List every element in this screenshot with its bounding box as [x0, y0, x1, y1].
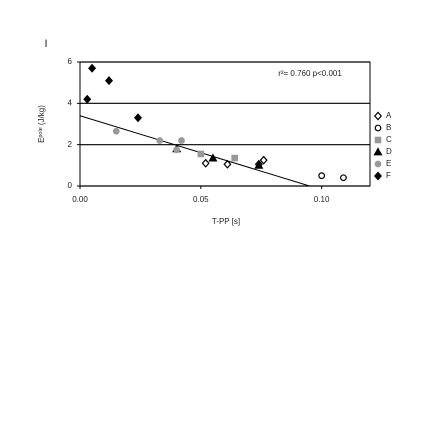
legend-label: A	[386, 111, 392, 120]
point	[173, 146, 181, 154]
point	[104, 76, 114, 86]
legend-marker	[374, 136, 382, 144]
point	[133, 113, 143, 123]
point	[223, 159, 232, 169]
y-tick-label: 4	[68, 98, 73, 107]
point	[254, 160, 264, 169]
legend-label: F	[386, 171, 391, 180]
point	[83, 94, 92, 104]
point	[201, 158, 210, 168]
legend-marker	[373, 171, 383, 181]
y-tick-label: 6	[68, 57, 73, 66]
regression-line	[79, 115, 310, 187]
point	[208, 153, 218, 162]
panel-label: I	[44, 38, 47, 50]
x-tick-label: 0.00	[72, 195, 88, 204]
x-axis-label: T-PP [s]	[212, 217, 240, 226]
legend-label: D	[386, 147, 392, 156]
x-tick-label: 0.10	[314, 195, 330, 204]
point	[259, 155, 268, 165]
plot-frame	[79, 61, 371, 187]
y-tick-label: 0	[68, 181, 73, 190]
y-tick-label: 2	[68, 140, 73, 149]
legend-marker	[373, 111, 383, 121]
point	[112, 127, 120, 135]
annotation: r²= 0.760 p<0.001	[278, 69, 342, 78]
point	[178, 137, 185, 144]
legend-marker	[374, 124, 382, 132]
point	[88, 63, 97, 73]
point	[340, 174, 347, 182]
legend-label: C	[386, 135, 392, 144]
point	[318, 172, 326, 180]
point	[231, 154, 238, 162]
legend-label: E	[386, 159, 391, 168]
y-axis-label: Eᵖᵒˡᵉ (J/kg)	[37, 105, 46, 143]
legend-marker	[374, 160, 382, 168]
x-tick-label: 0.05	[193, 195, 209, 204]
legend-marker	[373, 147, 383, 156]
point	[197, 150, 205, 158]
legend-label: B	[386, 123, 391, 132]
point	[156, 137, 164, 144]
